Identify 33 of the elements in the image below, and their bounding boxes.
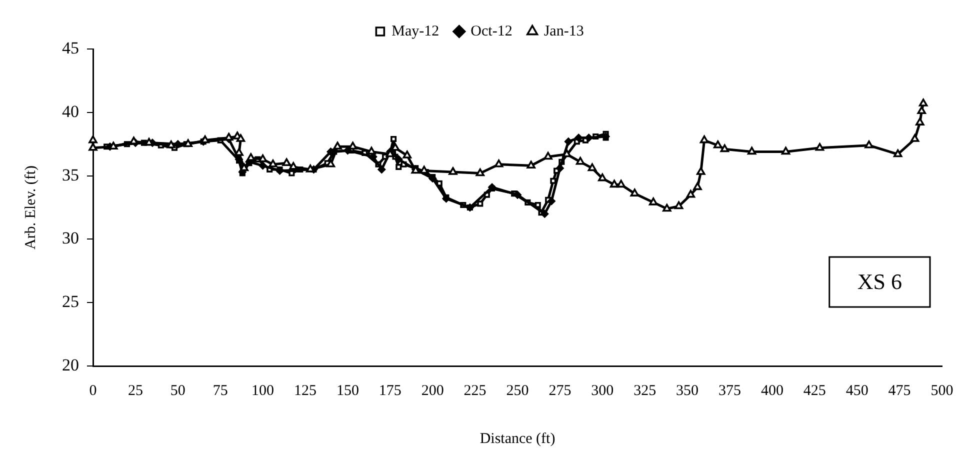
legend-label: Oct-12 <box>470 23 512 40</box>
x-tick-label: 75 <box>212 382 228 399</box>
annotation: XS 6 <box>857 268 902 294</box>
x-tick-label: 325 <box>634 382 656 399</box>
x-tick-label: 425 <box>803 382 826 399</box>
y-tick-label: 20 <box>62 355 79 374</box>
x-tick-label: 275 <box>548 382 572 399</box>
y-tick-label: 45 <box>62 38 79 58</box>
y-tick-label: 40 <box>62 102 79 121</box>
x-tick-label: 0 <box>89 382 97 399</box>
x-tick-label: 100 <box>252 382 274 399</box>
legend-label: May-12 <box>392 23 440 40</box>
x-tick-label: 50 <box>170 382 186 399</box>
legend-label: Jan-13 <box>544 23 584 40</box>
x-tick-label: 300 <box>591 382 614 399</box>
x-tick-label: 475 <box>888 382 911 399</box>
y-tick-label: 25 <box>62 292 79 312</box>
x-tick-label: 375 <box>718 382 741 399</box>
x-tick-label: 200 <box>421 382 444 399</box>
x-tick-label: 250 <box>506 382 529 399</box>
x-tick-label: 225 <box>464 382 486 399</box>
x-tick-label: 150 <box>336 382 359 399</box>
y-tick-label: 30 <box>62 228 79 248</box>
x-tick-label: 500 <box>930 382 954 399</box>
x-tick-label: 350 <box>676 382 699 399</box>
x-tick-label: 175 <box>378 382 402 399</box>
x-axis-title: Distance (ft) <box>480 430 556 447</box>
x-tick-label: 400 <box>760 382 784 399</box>
y-axis-title: Arb. Elev. (ft) <box>22 166 39 250</box>
x-tick-label: 125 <box>294 382 316 399</box>
x-tick-label: 450 <box>846 382 868 399</box>
x-tick-label: 25 <box>128 382 143 399</box>
y-tick-label: 35 <box>62 165 79 184</box>
